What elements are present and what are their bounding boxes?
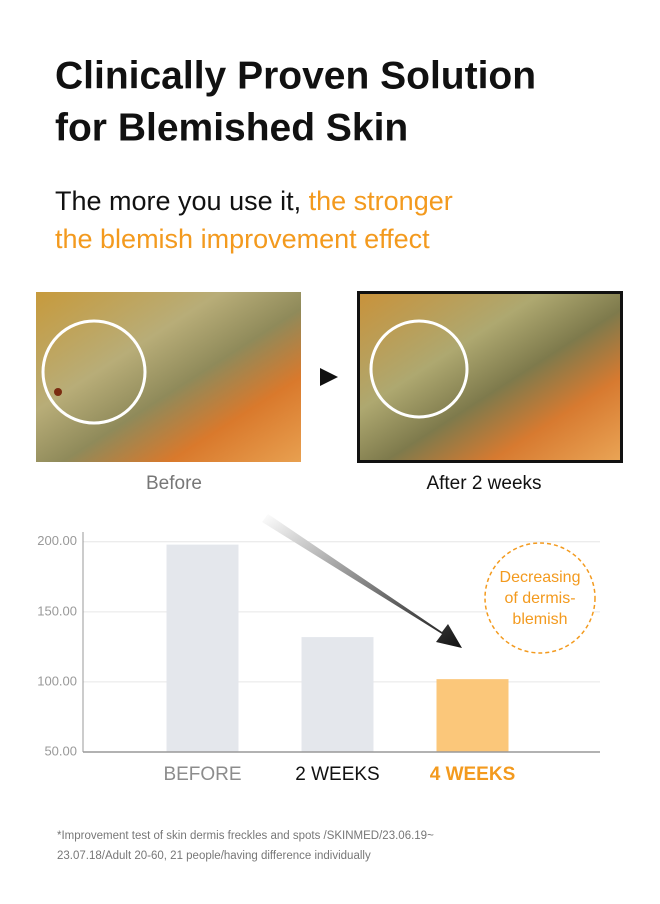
subtitle: The more you use it, the stronger	[55, 186, 453, 216]
photo-caption: After 2 weeks	[426, 473, 541, 494]
bar	[436, 679, 509, 752]
annotation: Decreasing	[500, 569, 581, 586]
x-tick-label: BEFORE	[163, 764, 241, 785]
y-tick-label: 200.00	[37, 533, 77, 548]
bar	[166, 544, 239, 752]
blemish-spot	[54, 388, 62, 396]
title: for Blemished Skin	[55, 106, 408, 149]
x-tick-label: 2 WEEKS	[295, 764, 379, 785]
subtitle-accent: the blemish improvement effect	[55, 224, 430, 254]
bar	[301, 637, 374, 752]
title: Clinically Proven Solution	[55, 54, 536, 97]
y-tick-label: 150.00	[37, 603, 77, 618]
annotation-circle	[484, 542, 596, 654]
y-tick-label: 100.00	[37, 673, 77, 688]
subtitle-accent: the stronger	[309, 186, 453, 216]
after-photo	[357, 291, 623, 463]
highlight-circle	[41, 319, 147, 425]
footnote: *Improvement test of skin dermis freckle…	[57, 830, 434, 842]
arrow-icon	[320, 368, 338, 386]
photo-caption: Before	[146, 473, 202, 494]
annotation: of dermis-	[504, 590, 575, 607]
highlight-circle	[369, 319, 469, 419]
subtitle-dark: The more you use it,	[55, 186, 301, 216]
x-tick-label: 4 WEEKS	[430, 764, 516, 785]
footnote: 23.07.18/Adult 20-60, 21 people/having d…	[57, 850, 371, 862]
y-tick-label: 50.00	[44, 743, 77, 758]
before-photo	[36, 292, 301, 462]
trend-arrow	[262, 514, 462, 648]
annotation: blemish	[512, 611, 567, 628]
